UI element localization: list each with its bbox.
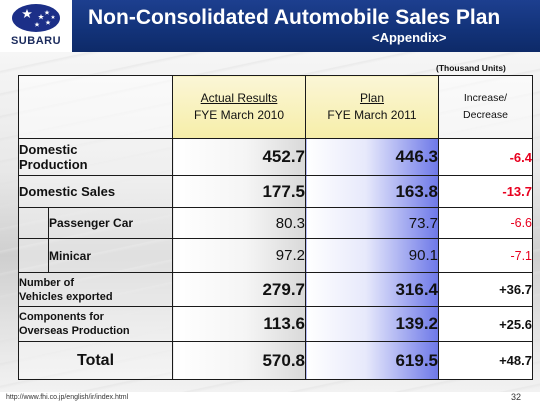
actual-value: 452.7 xyxy=(172,138,306,176)
subaru-logo: SUBARU xyxy=(0,0,72,52)
indent-spacer xyxy=(18,238,49,273)
row-label-line1: Number of xyxy=(19,276,75,289)
table-row: Components for Overseas Production 113.6… xyxy=(18,306,533,342)
row-label-line2: Overseas Production xyxy=(19,325,130,337)
plan-value: 73.7 xyxy=(305,207,439,239)
change-value: -13.7 xyxy=(438,175,533,208)
row-label-passenger-car: Passenger Car xyxy=(48,207,173,239)
plan-header-line2: FYE March 2011 xyxy=(327,108,417,122)
table-row: Minicar 97.2 90.1 -7.1 xyxy=(18,238,533,273)
change-value: -6.4 xyxy=(438,138,533,176)
row-label-line1: Components for xyxy=(19,311,104,323)
page-subtitle: <Appendix> xyxy=(372,30,447,45)
logo-wordmark: SUBARU xyxy=(10,35,62,47)
footer-url-link[interactable]: http://www.fhi.co.jp/english/ir/index.ht… xyxy=(6,394,129,401)
plan-value: 619.5 xyxy=(305,341,439,380)
sales-table-container: Actual Results FYE March 2010 Plan FYE M… xyxy=(18,75,533,380)
row-label-domestic-sales: Domestic Sales xyxy=(18,175,173,208)
table-row: Passenger Car 80.3 73.7 -6.6 xyxy=(18,207,533,239)
actual-value: 113.6 xyxy=(172,306,306,342)
change-value: -7.1 xyxy=(438,238,533,273)
plan-value: 446.3 xyxy=(305,138,439,176)
increase-header-line1: Increase/ xyxy=(463,92,508,104)
row-label-minicar: Minicar xyxy=(48,238,173,273)
subaru-star-icon xyxy=(12,4,60,32)
header-bar: SUBARU Non-Consolidated Automobile Sales… xyxy=(0,0,540,52)
plan-value: 163.8 xyxy=(305,175,439,208)
actual-value: 279.7 xyxy=(172,272,306,307)
actual-header-line1: Actual Results xyxy=(200,91,278,105)
table-row: Total 570.8 619.5 +48.7 xyxy=(18,341,533,380)
row-label-domestic-production: Domestic Production xyxy=(18,138,173,176)
actual-value: 570.8 xyxy=(172,341,306,380)
header-empty-cell xyxy=(18,75,173,139)
actual-value: 80.3 xyxy=(172,207,306,239)
column-header-actual: Actual Results FYE March 2010 xyxy=(172,75,306,139)
plan-value: 139.2 xyxy=(305,306,439,342)
change-value: +36.7 xyxy=(438,272,533,307)
table-row: Number of Vehicles exported 279.7 316.4 … xyxy=(18,272,533,307)
actual-value: 97.2 xyxy=(172,238,306,273)
column-header-plan: Plan FYE March 2011 xyxy=(305,75,439,139)
page-number: 32 xyxy=(511,392,522,402)
indent-spacer xyxy=(18,207,49,239)
increase-header-line2: Decrease xyxy=(463,109,508,121)
table-row: Domestic Production 452.7 446.3 -6.4 xyxy=(18,138,533,176)
sales-plan-table: Actual Results FYE March 2010 Plan FYE M… xyxy=(18,75,533,380)
column-header-increase: Increase/ Decrease xyxy=(438,75,533,139)
row-label-total: Total xyxy=(18,341,173,380)
change-value: +48.7 xyxy=(438,341,533,380)
plan-value: 316.4 xyxy=(305,272,439,307)
row-label-line1: Domestic xyxy=(19,142,78,157)
plan-header-line1: Plan xyxy=(359,91,385,105)
row-label-line2: Production xyxy=(19,157,88,172)
units-note: (Thousand Units) xyxy=(436,63,506,73)
row-label-vehicles-exported: Number of Vehicles exported xyxy=(18,272,173,307)
plan-value: 90.1 xyxy=(305,238,439,273)
table-row: Domestic Sales 177.5 163.8 -13.7 xyxy=(18,175,533,208)
row-label-components-overseas: Components for Overseas Production xyxy=(18,306,173,342)
page-title: Non-Consolidated Automobile Sales Plan xyxy=(88,6,501,29)
actual-header-line2: FYE March 2010 xyxy=(193,108,285,122)
change-value: +25.6 xyxy=(438,306,533,342)
change-value: -6.6 xyxy=(438,207,533,239)
row-label-line2: Vehicles exported xyxy=(19,290,113,303)
table-header-row: Actual Results FYE March 2010 Plan FYE M… xyxy=(18,75,533,139)
actual-value: 177.5 xyxy=(172,175,306,208)
